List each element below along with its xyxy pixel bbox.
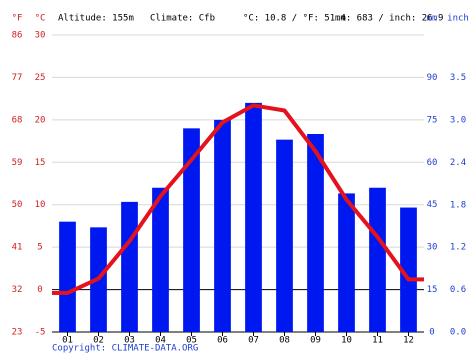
inch-tick-label: 0.0 — [450, 328, 466, 338]
c-tick-label: -5 — [35, 328, 46, 338]
x-tick-label: 12 — [403, 336, 414, 346]
c-tick-label: 5 — [37, 243, 42, 253]
precipitation-bar — [338, 193, 355, 332]
f-axis-title: °F — [12, 14, 23, 24]
climate: Climate: Cfb — [150, 14, 215, 24]
mm-tick-label: 90 — [427, 73, 438, 83]
mm-tick-label: 30 — [427, 243, 438, 253]
precipitation-bar — [121, 201, 138, 332]
inch-tick-label: 2.4 — [450, 158, 466, 168]
altitude: Altitude: 155m — [58, 14, 134, 24]
c-tick-label: 15 — [35, 158, 46, 168]
f-tick-label: 23 — [12, 328, 23, 338]
precipitation-bar — [152, 187, 169, 332]
x-tick-label: 04 — [155, 336, 166, 346]
x-tick-label: 03 — [124, 336, 135, 346]
temperature-summary: °C: 10.8 / °F: 51.4 — [243, 14, 346, 24]
c-tick-label: 30 — [35, 31, 46, 41]
c-axis-title: °C — [35, 14, 46, 24]
precipitation-bar — [183, 128, 200, 332]
c-tick-label: 10 — [35, 200, 46, 210]
precipitation-bar — [214, 119, 231, 332]
x-tick-label: 05 — [186, 336, 197, 346]
temperature-line — [65, 103, 411, 295]
mm-tick-label: 15 — [427, 285, 438, 295]
f-tick-label: 86 — [12, 31, 23, 41]
f-tick-label: 77 — [12, 73, 23, 83]
c-tick-label: 0 — [37, 285, 42, 295]
f-tick-label: 32 — [12, 285, 23, 295]
precipitation-bar — [307, 134, 324, 332]
mm-tick-label: 45 — [427, 200, 438, 210]
x-tick-label: 06 — [217, 336, 228, 346]
inch-tick-label: 3.0 — [450, 116, 466, 126]
precipitation-bar — [369, 187, 386, 332]
precipitation-bar — [400, 207, 417, 332]
x-tick-label: 01 — [62, 336, 73, 346]
x-tick-label: 08 — [279, 336, 290, 346]
inch-tick-label: 1.8 — [450, 200, 466, 210]
mm-tick-label: 60 — [427, 158, 438, 168]
f-tick-label: 41 — [12, 243, 23, 253]
copyright: Copyright: CLIMATE-DATA.ORG — [52, 344, 198, 354]
f-tick-label: 68 — [12, 115, 23, 125]
x-tick-label: 09 — [310, 336, 321, 346]
inch-axis-title: inch — [447, 14, 469, 24]
precipitation-bar — [245, 102, 262, 332]
mm-axis-title: mm — [427, 14, 438, 24]
f-tick-label: 59 — [12, 158, 23, 168]
inch-tick-label: 1.2 — [450, 243, 466, 253]
precipitation-bar — [276, 139, 293, 332]
c-tick-label: 25 — [35, 73, 46, 83]
precipitation-bar — [59, 221, 76, 332]
precipitation-summary: mm: 683 / inch: 26.9 — [335, 14, 443, 24]
mm-tick-label: 0 — [429, 328, 434, 338]
x-tick-label: 02 — [93, 336, 104, 346]
x-tick-label: 11 — [372, 336, 383, 346]
f-tick-label: 50 — [12, 200, 23, 210]
mm-tick-label: 75 — [427, 115, 438, 125]
inch-tick-label: 3.5 — [450, 73, 466, 83]
c-tick-label: 20 — [35, 115, 46, 125]
x-tick-label: 10 — [341, 336, 352, 346]
inch-tick-label: 0.6 — [450, 285, 466, 295]
x-tick-label: 07 — [248, 336, 259, 346]
